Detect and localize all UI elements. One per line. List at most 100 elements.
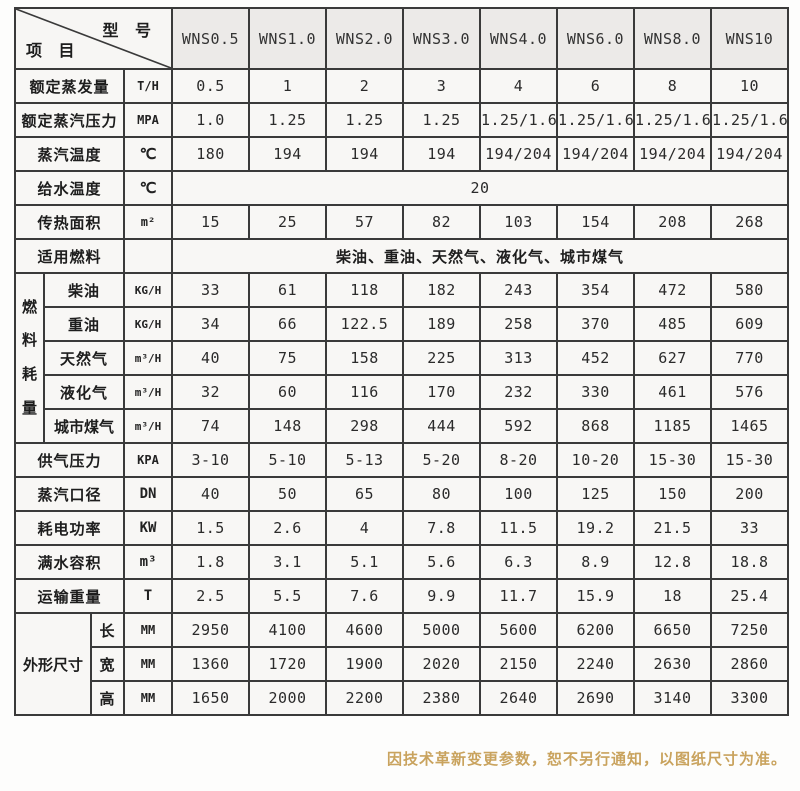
table-row-steam-port-diameter: 蒸汽口径 DN 40 50 65 80 100 125 150 200 (14, 476, 789, 512)
value-cell: 2860 (710, 646, 789, 682)
row-label: 给水温度 (14, 170, 125, 206)
value-cell: 268 (710, 204, 789, 240)
unit-cell: m² (123, 204, 173, 240)
unit-cell: DN (123, 476, 173, 512)
value-cell: 592 (479, 408, 558, 444)
table-row-fuel-lpg: 液化气 m³/H 32 60 116 170 232 330 461 576 (15, 374, 789, 410)
value-cell: 2000 (248, 680, 327, 716)
table-row-feedwater-temperature: 给水温度 ℃ 20 (14, 170, 789, 206)
value-cell: 100 (479, 476, 558, 512)
diagonal-divider (17, 10, 170, 67)
value-cell: 461 (633, 374, 712, 410)
value-cell: 1 (248, 68, 327, 104)
value-cell: 1650 (171, 680, 250, 716)
value-cell: 1465 (710, 408, 789, 444)
table-row-dim-length: 外形尺寸 长 MM 2950 4100 4600 5000 5600 6200 … (14, 612, 789, 716)
value-cell: 208 (633, 204, 712, 240)
value-cell: 194 (325, 136, 404, 172)
value-cell: 158 (325, 340, 404, 376)
unit-cell: KG/H (123, 272, 173, 308)
value-cell: 33 (171, 272, 250, 308)
model-header: WNS2.0 (325, 7, 404, 70)
row-label: 液化气 (43, 374, 125, 410)
value-cell: 122.5 (325, 306, 404, 342)
value-cell: 2.5 (171, 578, 250, 614)
value-cell: 2150 (479, 646, 558, 682)
value-cell: 194 (402, 136, 481, 172)
value-cell: 80 (402, 476, 481, 512)
value-cell: 4600 (325, 612, 404, 648)
row-label: 额定蒸汽压力 (14, 102, 125, 138)
table-row-dim-width: 宽 MM 1360 1720 1900 2020 2150 2240 2630 … (15, 646, 789, 682)
value-cell: 194/204 (633, 136, 712, 172)
row-label: 蒸汽口径 (14, 476, 125, 512)
value-cell: 21.5 (633, 510, 712, 546)
value-cell: 125 (556, 476, 635, 512)
value-cell: 3300 (710, 680, 789, 716)
row-label: 城市煤气 (43, 408, 125, 444)
value-cell: 2240 (556, 646, 635, 682)
table-row-dim-height: 高 MM 1650 2000 2200 2380 2640 2690 3140 … (15, 680, 789, 716)
value-cell: 5.5 (248, 578, 327, 614)
value-cell: 1185 (633, 408, 712, 444)
value-cell: 32 (171, 374, 250, 410)
value-cell: 1.25/1.6 (479, 102, 558, 138)
value-cell: 57 (325, 204, 404, 240)
value-cell: 61 (248, 272, 327, 308)
value-cell: 485 (633, 306, 712, 342)
value-cell: 19.2 (556, 510, 635, 546)
unit-cell (123, 238, 173, 274)
value-cell: 370 (556, 306, 635, 342)
value-cell: 60 (248, 374, 327, 410)
value-cell: 11.7 (479, 578, 558, 614)
value-cell: 15-30 (633, 442, 712, 478)
value-cell: 194/204 (556, 136, 635, 172)
value-cell: 103 (479, 204, 558, 240)
value-cell: 6 (556, 68, 635, 104)
value-cell: 50 (248, 476, 327, 512)
value-cell: 116 (325, 374, 404, 410)
unit-cell: m³/H (123, 408, 173, 444)
value-cell: 12.8 (633, 544, 712, 580)
unit-cell: ℃ (123, 136, 173, 172)
row-label: 供气压力 (14, 442, 125, 478)
row-label: 高 (90, 680, 125, 716)
unit-cell: KPA (123, 442, 173, 478)
value-cell: 15-30 (710, 442, 789, 478)
table-row-fuel-city-gas: 城市煤气 m³/H 74 148 298 444 592 868 1185 14… (15, 408, 789, 444)
value-cell: 7.8 (402, 510, 481, 546)
value-cell: 189 (402, 306, 481, 342)
value-cell: 3 (402, 68, 481, 104)
table-row-fuel-diesel: 燃料耗量 柴油 KG/H 33 61 118 182 243 354 472 5… (14, 272, 789, 444)
value-cell: 8.9 (556, 544, 635, 580)
spec-table: 型 号 项 目 WNS0.5 WNS1.0 WNS2.0 WNS3.0 WNS4… (14, 7, 789, 716)
value-cell: 1900 (325, 646, 404, 682)
value-cell: 330 (556, 374, 635, 410)
row-label: 运输重量 (14, 578, 125, 614)
value-cell: 576 (710, 374, 789, 410)
value-cell: 258 (479, 306, 558, 342)
value-cell: 4 (479, 68, 558, 104)
value-cell: 82 (402, 204, 481, 240)
value-cell: 1.25/1.6 (556, 102, 635, 138)
value-cell: 5.1 (325, 544, 404, 580)
value-cell: 1.25/1.6 (633, 102, 712, 138)
value-cell: 5-10 (248, 442, 327, 478)
value-cell: 7.6 (325, 578, 404, 614)
model-header: WNS1.0 (248, 7, 327, 70)
table-row-applicable-fuel: 适用燃料 柴油、重油、天然气、液化气、城市煤气 (14, 238, 789, 274)
value-cell: 609 (710, 306, 789, 342)
value-cell: 74 (171, 408, 250, 444)
value-cell: 194 (248, 136, 327, 172)
value-cell: 2020 (402, 646, 481, 682)
table-row-rated-evaporation: 额定蒸发量 T/H 0.5 1 2 3 4 6 8 10 (14, 68, 789, 104)
model-header: WNS8.0 (633, 7, 712, 70)
merged-value-cell: 20 (171, 170, 789, 206)
table-row-transport-weight: 运输重量 T 2.5 5.5 7.6 9.9 11.7 15.9 18 25.4 (14, 578, 789, 614)
value-cell: 1360 (171, 646, 250, 682)
corner-item-label: 项 目 (26, 43, 81, 60)
value-cell: 354 (556, 272, 635, 308)
model-header: WNS0.5 (171, 7, 250, 70)
value-cell: 1.8 (171, 544, 250, 580)
value-cell: 6.3 (479, 544, 558, 580)
